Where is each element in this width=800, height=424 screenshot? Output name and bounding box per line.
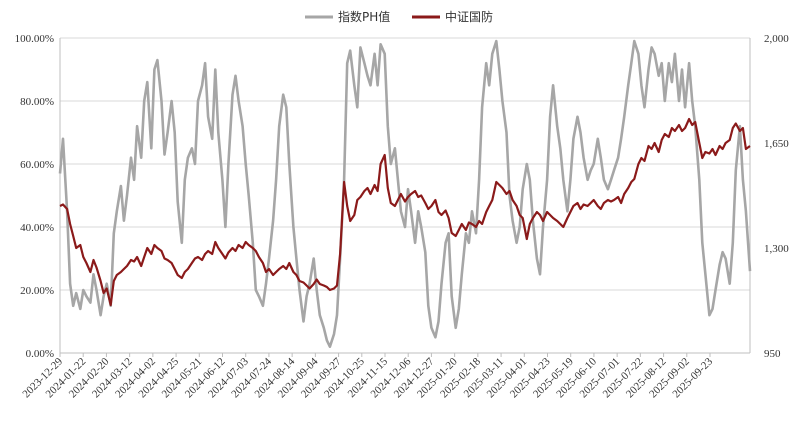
- left-axis-ticks: 0.00% 20.00% 40.00% 60.00% 80.00% 100.00%: [15, 33, 54, 360]
- left-tick-label: 80.00%: [20, 96, 54, 108]
- right-tick-label: 1,300: [764, 243, 789, 255]
- legend-label-ph: 指数PH值: [338, 9, 390, 24]
- axes: [59, 38, 751, 354]
- ph-value-line: [58, 39, 752, 348]
- right-tick-label: 2,000: [764, 33, 789, 45]
- legend-label-index: 中证国防: [445, 9, 493, 24]
- left-tick-label: 60.00%: [20, 159, 54, 171]
- right-tick-label: 1,650: [764, 138, 789, 150]
- defense-index-line: [59, 117, 751, 307]
- series-lines: [58, 39, 752, 348]
- legend: 指数PH值 中证国防: [305, 9, 493, 24]
- left-tick-label: 20.00%: [20, 285, 54, 297]
- left-tick-label: 100.00%: [15, 33, 54, 45]
- right-axis-ticks: 950 1,300 1,650 2,000: [764, 33, 789, 360]
- left-tick-label: 0.00%: [26, 348, 54, 360]
- x-axis-ticks: 2023-12-292024-01-222024-02-202024-03-12…: [20, 353, 715, 400]
- right-tick-label: 950: [764, 348, 781, 360]
- grid-lines: [60, 37, 750, 291]
- left-tick-label: 40.00%: [20, 222, 54, 234]
